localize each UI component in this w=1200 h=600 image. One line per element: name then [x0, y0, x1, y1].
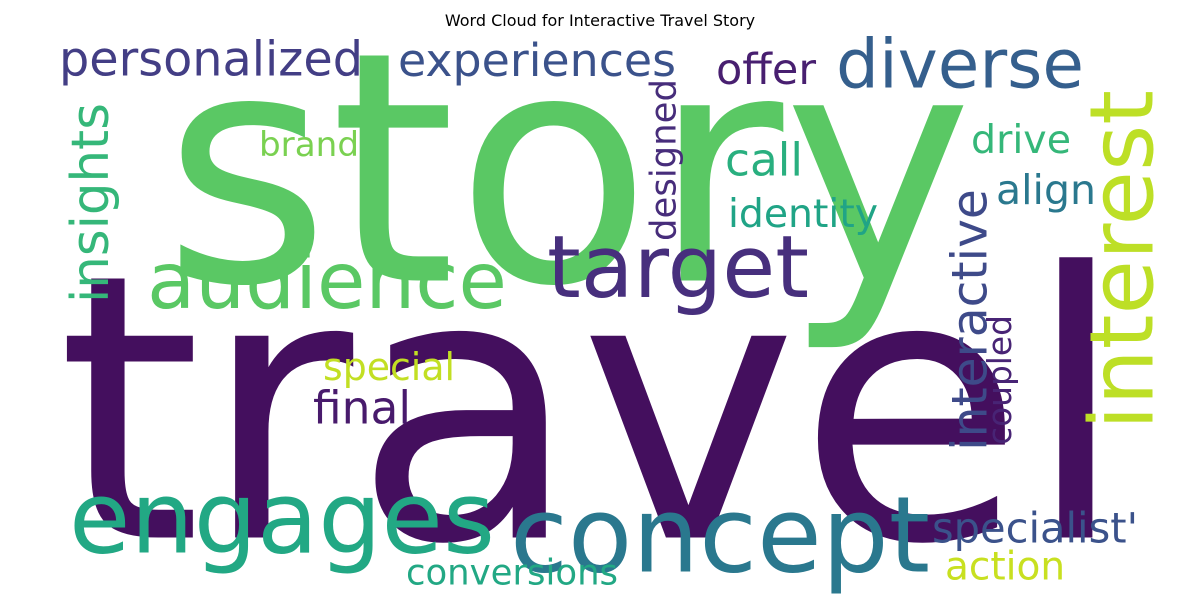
word-designed: designed	[644, 79, 685, 241]
word-drive: drive	[971, 117, 1071, 163]
word-travel: travel	[57, 196, 1127, 600]
word-align: align	[996, 166, 1096, 214]
word-identity: identity	[728, 191, 878, 237]
chart-title: Word Cloud for Interactive Travel Story	[444, 11, 756, 30]
word-audience: audience	[147, 235, 507, 327]
word-coupled: coupled	[981, 315, 1019, 445]
word-brand: brand	[259, 125, 359, 165]
word-interactive: interactive	[942, 189, 999, 451]
word-call: call	[725, 134, 803, 187]
word-target: target	[547, 218, 809, 318]
word-action: action	[945, 545, 1065, 590]
word-experiences: experiences	[398, 33, 676, 87]
word-diverse: diverse	[836, 25, 1084, 104]
word-specialist: specialist'	[932, 504, 1138, 553]
word-concept: concept	[510, 474, 930, 597]
word-conversions: conversions	[406, 553, 618, 594]
word-interest: interest	[1071, 90, 1174, 430]
word-engages: engages	[69, 460, 495, 577]
word-insights: insights	[61, 103, 121, 303]
word-story: story	[163, 0, 973, 357]
word-offer: offer	[716, 45, 816, 95]
word-final: final	[313, 382, 411, 435]
word-special: special	[323, 345, 455, 389]
word-personalized: personalized	[59, 33, 363, 88]
